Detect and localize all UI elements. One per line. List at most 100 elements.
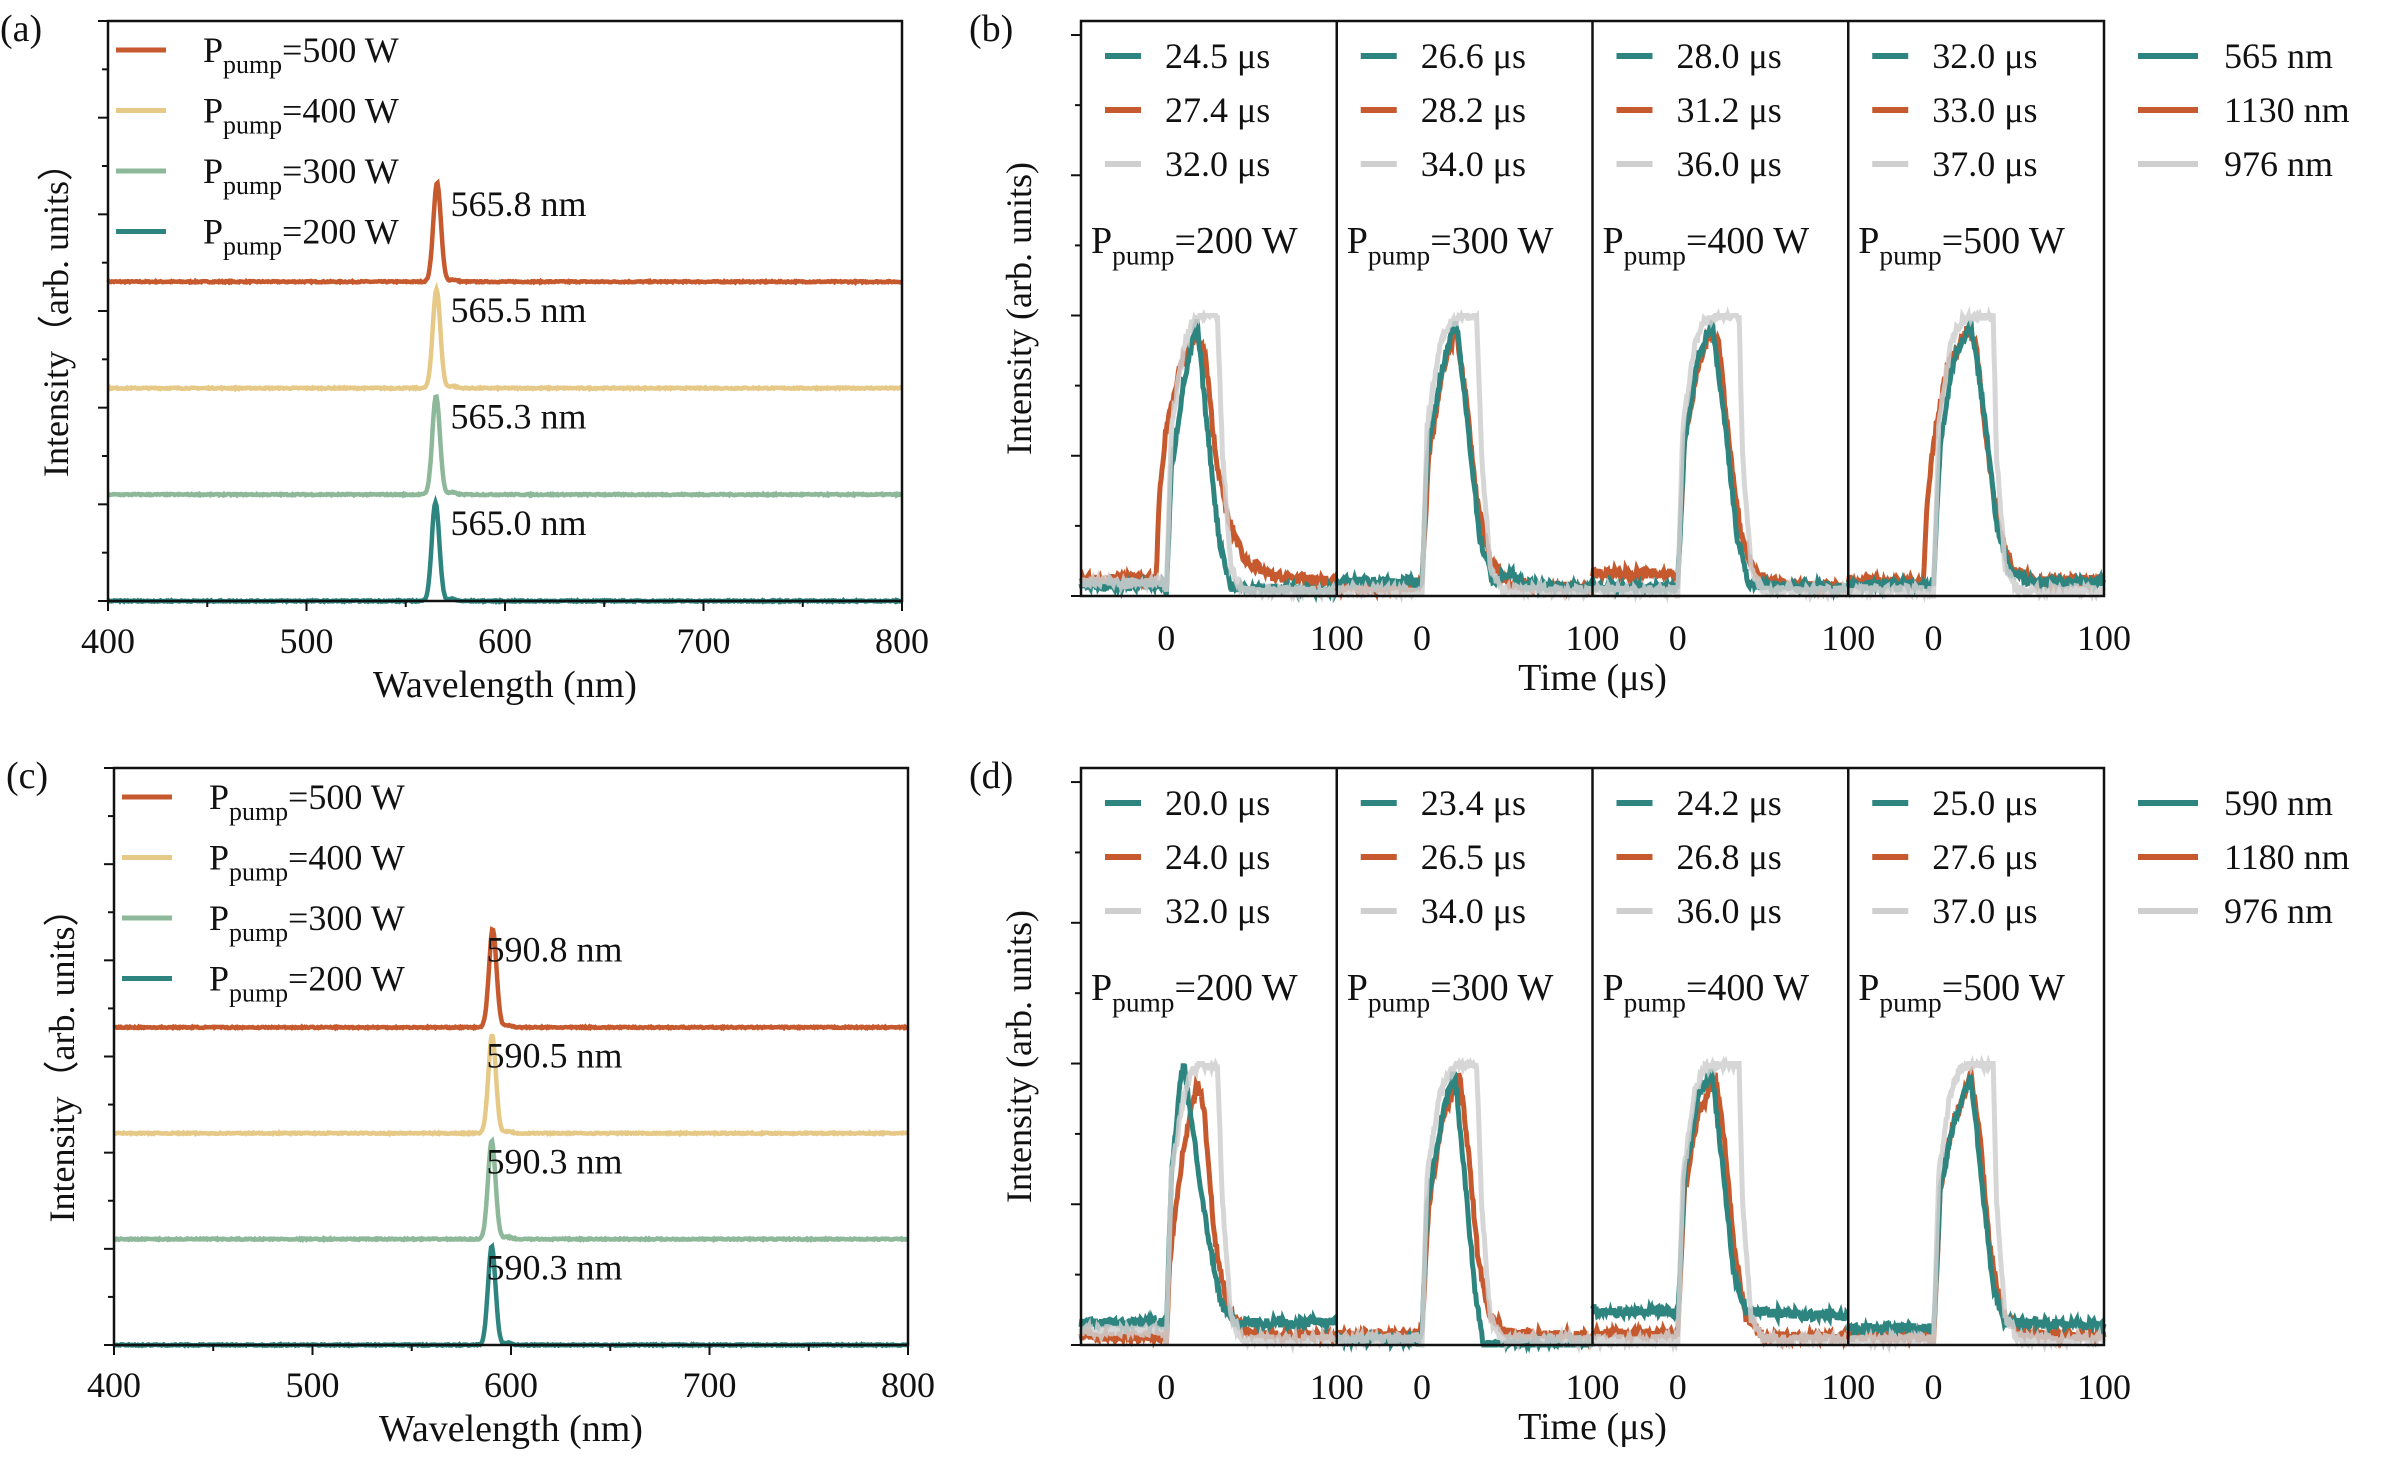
legend-label: 37.0 μs (1932, 144, 2037, 184)
pulse-line (1334, 320, 1595, 599)
peak-label: 565.3 nm (451, 397, 587, 437)
legend-label: 32.0 μs (1165, 144, 1270, 184)
x-tick-label: 100 (1821, 1367, 1875, 1407)
peak-label: 590.3 nm (487, 1141, 623, 1181)
pulse-line (1590, 1068, 1850, 1328)
legend-label: 26.5 μs (1421, 837, 1526, 877)
x-tick-label: 100 (1821, 618, 1875, 658)
x-tick-label: 0 (1925, 1367, 1943, 1407)
x-tick-label: 500 (280, 621, 334, 661)
pump-power-label: Ppump=500 W (1858, 220, 2065, 270)
label-sub: pump (1368, 240, 1430, 270)
x-tick-label: 0 (1157, 1367, 1175, 1407)
pulse-line (1078, 1057, 1339, 1354)
x-axis-label: Wavelength (nm) (373, 664, 637, 706)
panel-label: (c) (6, 755, 48, 797)
x-tick-label: 400 (87, 1365, 141, 1405)
peak-label: 565.8 nm (451, 184, 587, 224)
pulse-line (1334, 1072, 1595, 1351)
spectrum-line (113, 1136, 910, 1244)
pulse-line (1078, 318, 1340, 604)
legend-label: 34.0 μs (1421, 144, 1526, 184)
pulse-line (1334, 1056, 1594, 1354)
label-main: P (209, 898, 229, 938)
peak-label: 590.8 nm (487, 930, 623, 970)
legend-label: 28.0 μs (1677, 36, 1782, 76)
label-sub: pump (223, 50, 282, 79)
legend-label: 20.0 μs (1165, 783, 1270, 823)
label-sub: pump (229, 797, 288, 826)
x-tick-label: 800 (881, 1365, 935, 1405)
legend-label: 34.0 μs (1421, 891, 1526, 931)
label-main: P (1858, 220, 1879, 262)
label-sub: pump (223, 231, 282, 260)
subplot: 26.5 μs 23.4 μs 34.0 μs Ppump=300 W 0 100 (1334, 783, 1620, 1407)
legend-label: 976 nm (2224, 891, 2333, 931)
subplot: 28.2 μs 26.6 μs 34.0 μs Ppump=300 W 0 100 (1334, 36, 1620, 658)
label-sub: pump (1112, 987, 1174, 1017)
spectrum-line (112, 926, 909, 1032)
x-tick-label: 100 (2077, 1367, 2131, 1407)
pump-power-label: Ppump=400 W (1603, 967, 1810, 1017)
subplot: 24.0 μs 20.0 μs 32.0 μs Ppump=200 W 0 100 (1078, 783, 1364, 1407)
pump-power-label: Ppump=300 W (1347, 967, 1554, 1017)
y-axis-label: Intensity（arb. units） (42, 891, 82, 1223)
legend-label: 565 nm (2224, 36, 2333, 76)
legend-label: 976 nm (2224, 144, 2333, 184)
legend-label: 590 nm (2224, 783, 2333, 823)
label-rest: =400 W (288, 838, 405, 878)
legend-label: 32.0 μs (1932, 36, 2037, 76)
label-rest: =500 W (1942, 967, 2065, 1009)
label-main: P (1603, 220, 1624, 262)
label-main: P (1091, 967, 1112, 1009)
x-tick-label: 100 (1310, 1367, 1364, 1407)
y-axis-label: Intensity（arb. units） (36, 145, 76, 477)
legend-label: 24.5 μs (1165, 36, 1270, 76)
pulse-line (1590, 1072, 1851, 1351)
label-sub: pump (1624, 987, 1686, 1017)
peak-label: 590.3 nm (487, 1247, 623, 1287)
label-rest: =400 W (282, 91, 399, 131)
x-tick-label: 0 (1157, 618, 1175, 658)
label-sub: pump (1112, 240, 1174, 270)
legend-label: 31.2 μs (1677, 90, 1782, 130)
subplot: 27.4 μs 24.5 μs 32.0 μs Ppump=200 W 0 100 (1078, 36, 1364, 658)
pulse-line (1591, 306, 1851, 604)
legend-label: Ppump=300 W (203, 151, 399, 200)
legend-label: 33.0 μs (1932, 90, 2037, 130)
pulse-line (1078, 308, 1340, 604)
subplot: 26.8 μs 24.2 μs 36.0 μs Ppump=400 W 0 100 (1590, 783, 1875, 1407)
label-main: P (203, 91, 223, 131)
x-tick-label: 100 (1566, 1367, 1620, 1407)
label-rest: =300 W (1430, 220, 1553, 262)
label-rest: =200 W (282, 212, 399, 252)
label-sub: pump (1624, 240, 1686, 270)
spectrum-line (112, 1033, 909, 1138)
label-sub: pump (229, 857, 288, 886)
x-tick-label: 700 (683, 1365, 737, 1405)
legend-label: 28.2 μs (1421, 90, 1526, 130)
pulse-line (1334, 329, 1595, 602)
label-rest: =200 W (288, 959, 405, 999)
x-tick-label: 800 (875, 621, 929, 661)
label-main: P (209, 959, 229, 999)
legend-label: 25.0 μs (1932, 783, 2037, 823)
label-rest: =500 W (288, 777, 405, 817)
x-axis-label: Time (μs) (1518, 657, 1667, 699)
panel-label: (d) (969, 755, 1013, 797)
x-tick-label: 0 (1925, 618, 1943, 658)
x-tick-label: 100 (2077, 618, 2131, 658)
legend-label: 23.4 μs (1421, 783, 1526, 823)
label-sub: pump (223, 171, 282, 200)
pulse-line (1845, 1054, 2107, 1354)
label-rest: =400 W (1686, 967, 1809, 1009)
y-axis-label: Intensity (arb. units) (999, 910, 1039, 1203)
x-tick-label: 500 (286, 1365, 340, 1405)
legend-label: 24.2 μs (1677, 783, 1782, 823)
label-main: P (203, 30, 223, 70)
legend-label: 24.0 μs (1165, 837, 1270, 877)
